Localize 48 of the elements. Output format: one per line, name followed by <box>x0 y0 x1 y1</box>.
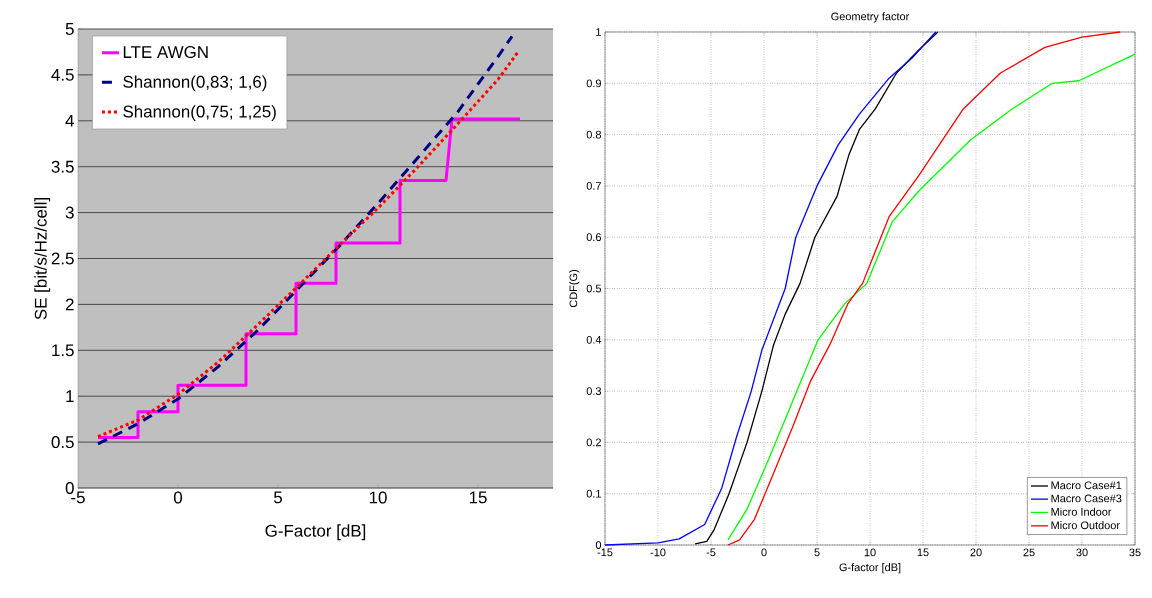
x-tick-label: 30 <box>1076 548 1088 557</box>
y-tick-label: 0.8 <box>586 130 601 139</box>
y-tick-label: 0.9 <box>586 79 601 88</box>
x-axis-title: G-Factor [dB] <box>265 524 366 541</box>
x-tick-label: 5 <box>273 491 282 504</box>
y-axis-title: SE [bit/s/Hz/cell] <box>34 198 51 320</box>
x-tick-label: 15 <box>917 548 929 557</box>
y-tick-label: 3 <box>65 206 74 219</box>
y-tick-label: 0 <box>595 541 602 549</box>
x-tick-label: 35 <box>1129 548 1141 557</box>
x-tick-label: 5 <box>814 548 820 557</box>
y-axis-title: CDF(G) <box>569 270 580 308</box>
x-axis-title: G-factor [dB] <box>839 563 901 574</box>
legend-label: Shannon(0,75; 1,25) <box>123 105 276 121</box>
y-tick-label: 1 <box>66 390 74 403</box>
x-tick-label: -5 <box>706 548 716 557</box>
x-tick-label: 15 <box>469 491 487 504</box>
legend-label: Macro Case#1 <box>1051 481 1122 490</box>
x-tick-label: 10 <box>369 491 387 504</box>
y-tick-label: 2.5 <box>51 252 74 265</box>
y-tick-label: 5 <box>65 23 74 35</box>
y-tick-label: 2 <box>65 298 74 311</box>
y-tick-label: 4.5 <box>51 68 74 81</box>
chart-title: Geometry factor <box>831 12 910 23</box>
legend-label: Shannon(0,83; 1,6) <box>123 75 267 92</box>
y-tick-label: 0.7 <box>586 182 601 190</box>
y-tick-label: 1.5 <box>52 344 74 357</box>
x-tick-label: 25 <box>1023 548 1035 557</box>
y-tick-label: 0.4 <box>586 335 602 344</box>
x-tick-label: -15 <box>597 548 613 557</box>
y-tick-label: 0.1 <box>586 489 601 498</box>
legend-label: Macro Case#3 <box>1051 494 1122 503</box>
y-tick-label: 0.3 <box>586 387 601 395</box>
y-tick-label: 1 <box>596 28 601 36</box>
legend-label: Micro Indoor <box>1051 507 1112 516</box>
x-tick-label: 20 <box>970 548 982 557</box>
y-tick-label: 0.5 <box>51 436 74 449</box>
legend-label: LTE AWGN <box>123 46 208 59</box>
y-tick-label: 4 <box>65 114 74 127</box>
x-tick-label: 0 <box>761 548 767 557</box>
y-tick-label: 3.5 <box>51 160 74 173</box>
legend-label: Micro Outdoor <box>1051 521 1120 530</box>
x-tick-label: 0 <box>173 491 183 504</box>
x-tick-label: 10 <box>864 548 876 557</box>
y-tick-label: 0.2 <box>586 438 601 447</box>
y-tick-label: 0.6 <box>586 233 601 242</box>
x-tick-label: -10 <box>650 548 666 557</box>
y-tick-label: 0.5 <box>586 284 602 293</box>
